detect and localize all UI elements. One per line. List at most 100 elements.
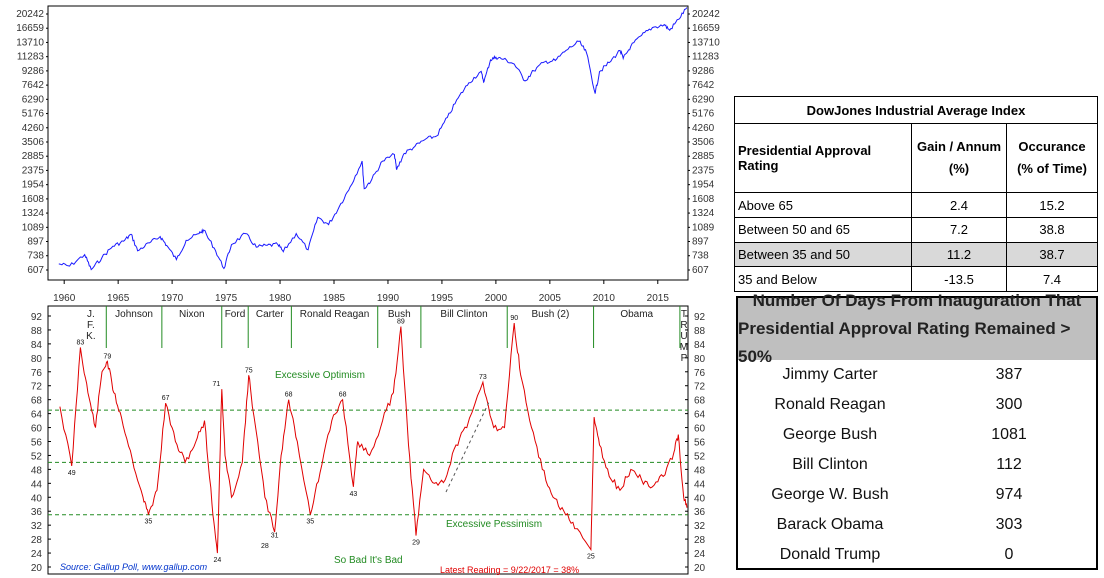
top-y-tick-label: 738 <box>27 251 44 262</box>
top-chart-frame <box>47 5 689 281</box>
table2-row: Jimmy Carter 387 <box>738 360 1096 390</box>
top-y-tick-label: 16659 <box>692 23 720 34</box>
bottom-y-tick-label: 64 <box>694 410 706 421</box>
president-name: George W. Bush <box>771 486 889 503</box>
bottom-y-tick-label: 52 <box>694 451 706 462</box>
x-tick-label: 1965 <box>107 293 130 304</box>
bottom-y-tick-label: 40 <box>694 493 706 504</box>
president-label: Bush (2) <box>531 309 569 320</box>
table1-col1-header: Presidential Approval Rating <box>734 122 912 194</box>
president-name: Donald Trump <box>779 546 881 563</box>
top-y-tick-label: 5176 <box>22 109 45 120</box>
top-y-ticks-right: 20242 16659 13710 11283 9286 7642 6290 5176 4260… <box>688 9 720 276</box>
bottom-y-tick-label: 24 <box>694 549 706 560</box>
annotation-label: 29 <box>412 540 420 547</box>
bottom-y-tick-label: 68 <box>694 396 706 407</box>
reference-lines <box>48 409 688 516</box>
row-label: Above 65 <box>734 192 912 218</box>
dow-performance-table: DowJones Industrial Average Index Presid… <box>734 96 1098 292</box>
president-name: George Bush <box>782 426 878 443</box>
x-tick-label: 2000 <box>485 293 508 304</box>
table1-col3-header: Occurance (% of Time) <box>1006 122 1098 194</box>
row-label: 35 and Below <box>734 266 912 292</box>
top-y-tick-label: 897 <box>27 236 44 247</box>
bottom-y-tick-label: 28 <box>694 535 706 546</box>
president-name: Barack Obama <box>776 516 884 533</box>
table2-row: George W. Bush 974 <box>738 480 1096 510</box>
table1-row: Between 35 and 50 11.2 38.7 <box>734 241 1098 268</box>
bottom-y-tick-label: 64 <box>31 410 43 421</box>
bottom-y-tick-label: 88 <box>694 326 706 337</box>
days-value: 300 <box>995 396 1023 413</box>
approval-line <box>59 322 688 554</box>
top-y-tick-label: 7642 <box>22 80 45 91</box>
row-occurance: 38.7 <box>1006 241 1098 268</box>
annotation-label: 68 <box>285 392 293 399</box>
top-y-ticks-left: 20242 16659 13710 11283 9286 7642 6290 5176 4260… <box>16 9 48 276</box>
x-tick-label: 1985 <box>323 293 346 304</box>
bottom-y-ticks-right: 92 88 84 80 76 72 68 64 60 56 52 48 44 40 36 32 28 24 20 <box>685 312 706 574</box>
bottom-y-tick-label: 60 <box>31 424 43 435</box>
days-value: 1081 <box>991 426 1027 443</box>
table2-row: George Bush 1081 <box>738 420 1096 450</box>
president-label: Carter <box>256 309 284 320</box>
days-value: 303 <box>995 516 1023 533</box>
top-y-tick-label: 1954 <box>692 180 715 191</box>
source-label: Source: Gallup Poll, www.gallup.com <box>60 562 208 572</box>
bottom-y-tick-label: 56 <box>31 438 43 449</box>
bottom-y-tick-label: 92 <box>694 312 706 323</box>
x-tick-label: 1990 <box>377 293 400 304</box>
top-x-ticks: 1960 1965 1970 1975 1980 1985 1990 1995 2000 2005… <box>53 280 669 304</box>
charts-svg: 20242 16659 13710 11283 9286 7642 6290 5176 4260… <box>16 5 720 575</box>
bottom-y-tick-label: 52 <box>31 451 43 462</box>
annotation-label: 90 <box>510 315 518 322</box>
president-label: Nixon <box>179 309 205 320</box>
president-labels: J. F. K. Johnson Nixon Ford Carter Ronald Reaga… <box>86 309 688 364</box>
table2-title-line2: Presidential Approval Rating Remained > … <box>738 319 1071 366</box>
annotation-label: 35 <box>144 519 152 526</box>
days-value: 387 <box>995 366 1023 383</box>
bottom-y-tick-label: 80 <box>694 354 706 365</box>
top-y-tick-label: 1089 <box>22 222 45 233</box>
bottom-y-tick-label: 72 <box>31 382 43 393</box>
top-y-tick-label: 2885 <box>22 151 45 162</box>
table2-header: Number Of Days From Inauguration That Pr… <box>738 291 1096 366</box>
x-tick-label: 1975 <box>215 293 238 304</box>
bottom-y-tick-label: 84 <box>31 340 43 351</box>
table2-title-line1: Number Of Days From Inauguration That <box>752 291 1082 310</box>
bottom-y-tick-label: 24 <box>31 549 43 560</box>
president-name: Bill Clinton <box>792 456 868 473</box>
president-label: Ronald Reagan <box>300 309 370 320</box>
top-y-tick-label: 607 <box>27 265 44 276</box>
row-occurance: 15.2 <box>1006 192 1098 218</box>
top-y-tick-label: 11283 <box>692 52 720 63</box>
row-label: Between 35 and 50 <box>734 241 912 268</box>
x-tick-label: 2015 <box>647 293 670 304</box>
top-y-tick-label: 20242 <box>692 9 720 20</box>
annotation-label: 28 <box>261 543 269 550</box>
top-y-tick-label: 1324 <box>22 208 45 219</box>
dow-jones-line <box>58 7 688 271</box>
top-y-tick-label: 11283 <box>17 52 45 63</box>
annotation-label: 25 <box>587 554 595 561</box>
days-above-50-table: Number Of Days From Inauguration That Pr… <box>736 291 1098 570</box>
bottom-y-tick-label: 84 <box>694 340 706 351</box>
annotation-label: 43 <box>350 491 358 498</box>
x-tick-label: 1995 <box>431 293 454 304</box>
top-y-tick-label: 20242 <box>16 9 44 20</box>
table2-row: Bill Clinton 112 <box>738 450 1096 480</box>
days-value: 974 <box>995 486 1023 503</box>
president-label: Bush <box>388 309 411 320</box>
bottom-y-tick-label: 88 <box>31 326 43 337</box>
top-y-tick-label: 7642 <box>692 80 715 91</box>
bottom-y-tick-label: 20 <box>694 563 706 574</box>
top-y-tick-label: 5176 <box>692 109 715 120</box>
annotation-label: 31 <box>271 533 279 540</box>
annotation-label: 24 <box>214 557 222 564</box>
row-occurance: 7.4 <box>1006 266 1098 292</box>
row-gain: 7.2 <box>911 217 1007 243</box>
president-label: Obama <box>620 309 653 320</box>
bottom-y-tick-label: 36 <box>31 507 43 518</box>
president-name: Ronald Reagan <box>774 396 886 413</box>
